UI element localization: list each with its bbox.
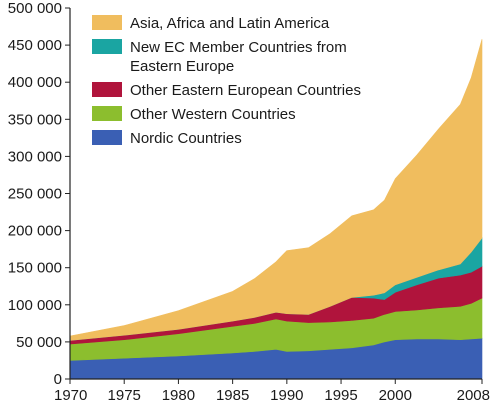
legend-swatch bbox=[92, 106, 122, 121]
legend-label: Other Eastern European Countries bbox=[130, 82, 361, 99]
legend-swatch bbox=[92, 130, 122, 145]
legend-label: Asia, Africa and Latin America bbox=[130, 15, 330, 32]
legend-label: Eastern Europe bbox=[130, 58, 234, 75]
legend-item-new-ec-member-countries-from-eastern-europe: New EC Member Countries from Eastern Euro… bbox=[92, 39, 347, 75]
legend-label: Nordic Countries bbox=[130, 130, 242, 147]
y-tick-label: 400 000 bbox=[8, 74, 62, 91]
legend-label: Other Western Countries bbox=[130, 106, 296, 123]
y-tick-label: 250 000 bbox=[8, 186, 62, 203]
x-tick-label: 1990 bbox=[270, 387, 303, 404]
y-tick-label: 300 000 bbox=[8, 148, 62, 165]
legend-item-other-eastern-european-countries: Other Eastern European Countries bbox=[92, 82, 361, 99]
x-tick-label: 1985 bbox=[216, 387, 249, 404]
x-tick-label: 1995 bbox=[324, 387, 357, 404]
axes: 0 50 000 100 000 150 000 200 000 250 000 300 0… bbox=[8, 0, 490, 404]
legend-label: New EC Member Countries from bbox=[130, 39, 347, 56]
legend-swatch bbox=[92, 82, 122, 97]
x-tick-label: 2008 bbox=[457, 387, 490, 404]
y-tick-label: 500 000 bbox=[8, 0, 62, 17]
legend-item-asia-africa-and-latin-america: Asia, Africa and Latin America bbox=[92, 15, 330, 32]
area-series-group bbox=[69, 39, 483, 380]
y-tick-label: 350 000 bbox=[8, 111, 62, 128]
legend-swatch bbox=[92, 15, 122, 30]
legend-swatch bbox=[92, 39, 122, 54]
y-tick-label: 450 000 bbox=[8, 37, 62, 54]
legend-item-nordic-countries: Nordic Countries bbox=[92, 130, 242, 147]
y-tick-label: 150 000 bbox=[8, 260, 62, 277]
x-tick-label: 1975 bbox=[108, 387, 141, 404]
y-tick-label: 100 000 bbox=[8, 297, 62, 314]
x-tick-label: 1970 bbox=[54, 387, 87, 404]
x-tick-label: 2000 bbox=[379, 387, 412, 404]
y-tick-label: 200 000 bbox=[8, 223, 62, 240]
x-tick-label: 1980 bbox=[162, 387, 195, 404]
y-tick-label: 50 000 bbox=[16, 334, 62, 351]
legend-item-other-western-countries: Other Western Countries bbox=[92, 106, 296, 123]
area-asia-africa-and-latin-america bbox=[69, 39, 483, 341]
legend: Asia, Africa and Latin America New EC Mem… bbox=[92, 15, 361, 147]
y-tick-label: 0 bbox=[54, 371, 62, 388]
